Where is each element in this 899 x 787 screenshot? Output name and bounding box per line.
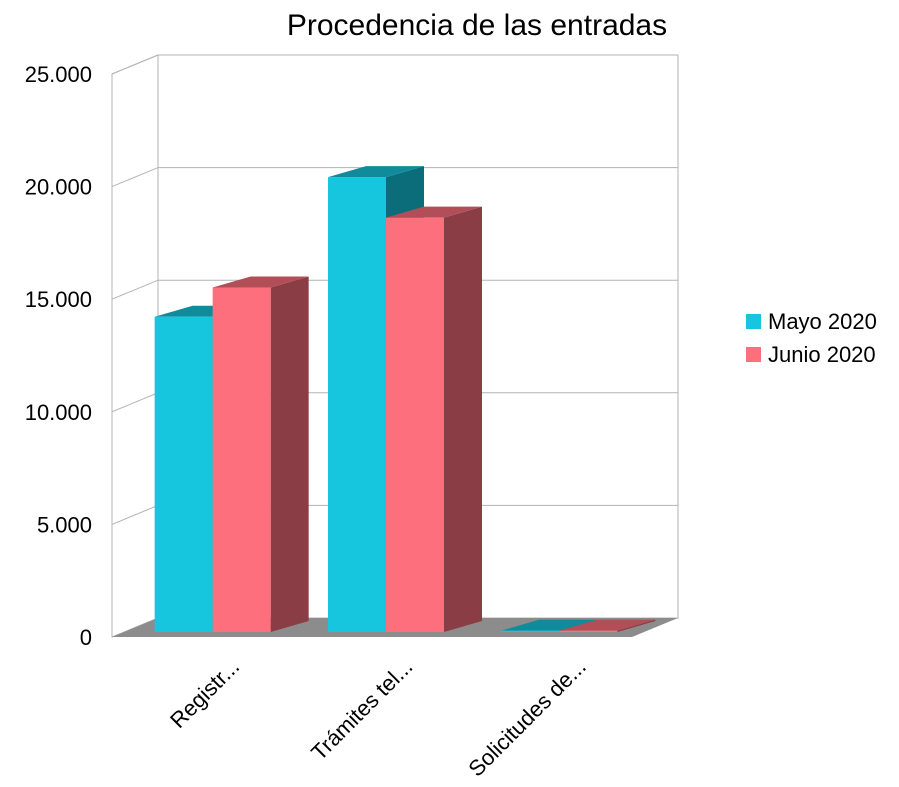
- grid-line: [111, 167, 678, 188]
- bar-top: [328, 166, 424, 178]
- side-wall: [111, 54, 159, 638]
- bar-side: [270, 276, 309, 632]
- y-axis-ticks: 0 5.000 10.000 15.000 20.000 25.000: [25, 62, 92, 650]
- bar-front: [154, 316, 213, 632]
- y-tick-label: 25.000: [25, 62, 92, 87]
- bar-side: [444, 206, 482, 632]
- y-tick-label: 5.000: [37, 512, 92, 537]
- legend-swatch: [746, 347, 761, 362]
- bar: [212, 276, 309, 632]
- bar-side: [617, 619, 656, 632]
- bar-front: [501, 630, 560, 632]
- bar-top: [559, 619, 656, 631]
- bar-top: [386, 206, 482, 218]
- legend-label: Mayo 2020: [768, 309, 877, 334]
- x-tick-label: Solicitudes de...: [463, 654, 591, 782]
- bars-group: [154, 166, 656, 632]
- x-tick-label: Trámites tel...: [306, 654, 417, 765]
- y-tick-label: 0: [80, 625, 92, 650]
- bar-top: [501, 619, 598, 631]
- bar-front: [328, 177, 386, 632]
- bar-front: [559, 630, 618, 632]
- x-axis-ticks: Registr... Trámites tel... Solicitudes de.…: [165, 654, 591, 782]
- legend-swatch: [746, 314, 761, 329]
- grid-line: [111, 279, 678, 300]
- x-tick-label: Registr...: [165, 654, 244, 733]
- bar-front: [212, 287, 271, 632]
- legend-label: Junio 2020: [768, 342, 876, 367]
- legend: Mayo 2020 Junio 2020: [746, 309, 877, 367]
- bar: [559, 619, 656, 632]
- y-tick-label: 15.000: [25, 287, 92, 312]
- chart-title: Procedencia de las entradas: [287, 9, 667, 42]
- grid-line: [111, 54, 678, 75]
- y-tick-label: 10.000: [25, 400, 92, 425]
- bar: [386, 206, 482, 632]
- bar-top: [212, 276, 309, 288]
- y-tick-label: 20.000: [25, 175, 92, 200]
- bar-front: [386, 217, 444, 632]
